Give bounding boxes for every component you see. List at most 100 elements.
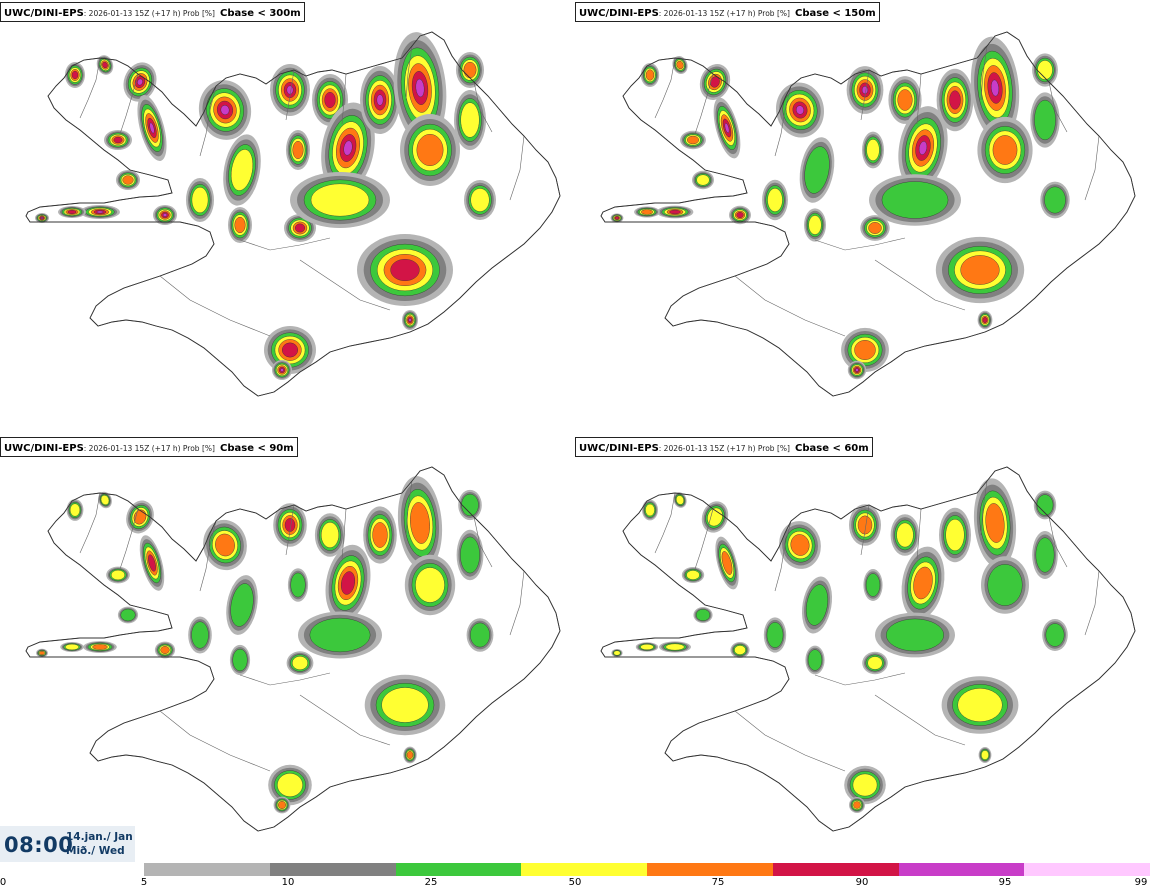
probability-contour <box>113 136 123 144</box>
probability-contour <box>215 533 235 557</box>
probability-contour <box>852 773 878 797</box>
coastline-outline <box>600 31 1136 397</box>
panel-title: UWC/DINI-EPS: 2026-01-13 15Z (+17 h) Pro… <box>0 437 298 457</box>
probability-contour <box>1035 537 1055 573</box>
probability-contour <box>641 209 653 215</box>
probability-contour <box>376 94 384 106</box>
probability-contour <box>913 566 933 600</box>
probability-contour <box>867 656 883 670</box>
legend-tick: 10 <box>281 877 295 888</box>
probability-contour <box>282 342 299 358</box>
probability-contour <box>416 133 444 166</box>
threshold-label: Cbase < 90m <box>220 443 294 454</box>
probability-contour <box>614 216 620 220</box>
iceland-map <box>600 31 1136 397</box>
probability-contour <box>410 502 430 544</box>
probability-contour <box>982 317 988 324</box>
road-line <box>1084 570 1100 636</box>
probability-contour <box>343 140 353 156</box>
probability-contour <box>290 572 306 598</box>
probability-contour <box>309 617 371 653</box>
road-line <box>694 73 714 135</box>
legend-tick: 95 <box>998 877 1012 888</box>
legend-tick: 75 <box>711 877 725 888</box>
legend-swatch <box>521 863 647 876</box>
probability-contour <box>292 140 304 159</box>
valid-date: 14.jan./ Jan Mið./ Wed <box>66 830 133 858</box>
date-line-1: 14.jan./ Jan <box>66 831 133 843</box>
road-line <box>199 85 217 157</box>
probability-colorbar <box>144 863 1150 876</box>
probability-contour <box>881 181 949 219</box>
probability-contour <box>987 564 1023 606</box>
probability-contour <box>408 318 412 322</box>
road-line <box>239 237 331 251</box>
road-line <box>654 492 676 554</box>
probability-contour <box>861 85 869 94</box>
probability-contour <box>645 503 655 517</box>
probability-contour <box>957 688 1003 722</box>
probability-field <box>610 36 1070 380</box>
road-line <box>285 504 295 556</box>
probability-contour <box>406 751 414 759</box>
probability-contour <box>191 621 209 649</box>
probability-contour <box>69 503 81 517</box>
probability-contour <box>64 643 79 651</box>
probability-contour <box>687 135 699 145</box>
probability-field <box>35 32 496 380</box>
probability-contour <box>137 78 143 86</box>
road-line <box>814 237 906 251</box>
legend-swatch <box>647 863 773 876</box>
coastline-outline <box>25 31 561 397</box>
probability-field <box>36 476 494 814</box>
probability-contour <box>866 139 880 161</box>
probability-contour <box>100 495 110 505</box>
road-line <box>1048 516 1068 568</box>
road-line <box>79 57 101 119</box>
run-info: : 2026-01-13 15Z (+17 h) Prob [%] <box>658 444 790 453</box>
road-line <box>285 69 295 121</box>
probability-contour <box>645 69 655 81</box>
legend-tick: 5 <box>140 877 148 888</box>
road-line <box>874 694 966 746</box>
probability-contour <box>990 79 1000 97</box>
panel-title: UWC/DINI-EPS: 2026-01-13 15Z (+17 h) Pro… <box>575 2 880 22</box>
probability-contour <box>122 175 134 185</box>
legend-swatch <box>898 863 1025 876</box>
probability-contour <box>676 60 684 70</box>
legend-swatch <box>1024 863 1150 876</box>
panel-title: UWC/DINI-EPS: 2026-01-13 15Z (+17 h) Pro… <box>0 2 305 22</box>
road-line <box>874 259 966 311</box>
probability-contour <box>854 340 876 360</box>
road-line <box>299 694 391 746</box>
probability-contour <box>807 649 823 671</box>
model-name: UWC/DINI-EPS <box>4 8 84 19</box>
road-line <box>774 520 792 592</box>
probability-contour <box>675 495 685 505</box>
model-name: UWC/DINI-EPS <box>4 443 84 454</box>
probability-contour <box>665 643 685 651</box>
probability-contour <box>71 70 79 80</box>
probability-contour <box>945 518 965 551</box>
legend-swatch <box>269 863 396 876</box>
road-line <box>119 508 139 570</box>
probability-contour <box>232 648 248 672</box>
coastline-outline <box>25 466 561 832</box>
probability-contour <box>191 186 209 213</box>
probability-contour <box>149 122 155 134</box>
probability-contour <box>960 255 1000 285</box>
probability-contour <box>669 209 681 215</box>
probability-contour <box>120 608 136 622</box>
road-line <box>509 570 525 636</box>
probability-contour <box>230 583 254 627</box>
probability-contour <box>324 91 336 108</box>
road-line <box>734 275 846 337</box>
probability-contour <box>278 801 286 809</box>
probability-contour <box>460 102 480 138</box>
probability-contour <box>736 211 744 218</box>
road-line <box>239 672 331 686</box>
probability-contour <box>734 645 746 655</box>
probability-contour <box>897 89 913 111</box>
road-line <box>299 259 391 311</box>
run-info: : 2026-01-13 15Z (+17 h) Prob [%] <box>83 9 215 18</box>
